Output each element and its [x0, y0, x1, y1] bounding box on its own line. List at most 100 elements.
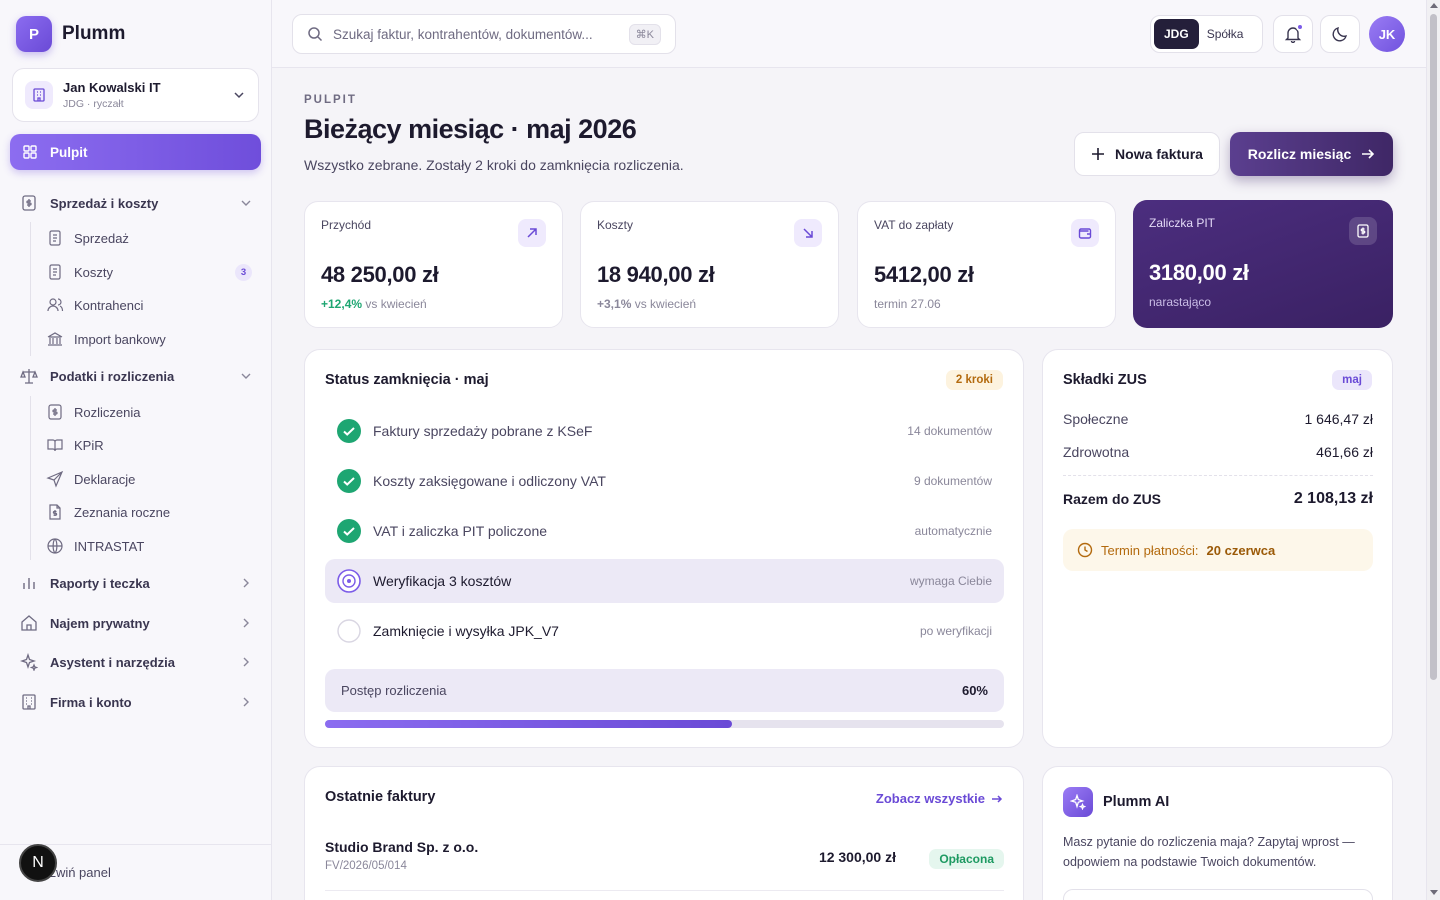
- notifications-button[interactable]: [1273, 15, 1313, 53]
- nav-group-taxes[interactable]: Podatki i rozliczenia: [20, 365, 252, 387]
- avatar[interactable]: JK: [1369, 16, 1405, 52]
- zus-row-label: Zdrowotna: [1063, 444, 1130, 460]
- toggle-jdg[interactable]: JDG: [1154, 19, 1199, 49]
- stat-value: 18 940,00 zł: [597, 262, 715, 287]
- nav-item-deklaracje[interactable]: Deklaracje: [46, 468, 252, 490]
- zus-row: Społeczne 1 646,47 zł: [1063, 411, 1373, 427]
- nav-item-label: Import bankowy: [74, 331, 166, 347]
- nav-item-label: Zeznania roczne: [74, 504, 171, 520]
- search-input[interactable]: [333, 26, 619, 42]
- stat-label: VAT do zapłaty: [874, 218, 954, 232]
- nav-item-label: Rozliczenia: [74, 404, 141, 420]
- zus-total: Razem do ZUS 2 108,13 zł: [1063, 490, 1373, 508]
- stat-label: Zaliczka PIT: [1149, 216, 1216, 230]
- nav-group-company[interactable]: Firma i konto: [20, 691, 252, 713]
- ai-description: Masz pytanie do rozliczenia maja? Zapyta…: [1063, 835, 1355, 869]
- company-switcher[interactable]: Jan Kowalski IT JDG · ryczałt: [12, 68, 259, 122]
- closing-step[interactable]: Faktury sprzedaży pobrane z KSeF 14 doku…: [325, 409, 1004, 453]
- stat-card-pit[interactable]: Zaliczka PIT 3180,00 zł narastająco: [1133, 200, 1393, 328]
- stat-delta: +3,1%: [597, 297, 632, 311]
- stat-delta: +12,4%: [321, 297, 363, 311]
- theme-toggle-button[interactable]: [1320, 15, 1360, 53]
- invoice-row[interactable]: Studio Brand Sp. z o.o. FV/2026/05/014 1…: [325, 839, 1004, 891]
- collapse-panel-button[interactable]: Zwiń panel: [0, 844, 271, 900]
- sparkles-icon: [1063, 787, 1093, 817]
- step-label: Koszty zaksięgowane i odliczony VAT: [373, 473, 606, 489]
- nav-item-label: Sprzedaż: [74, 230, 129, 246]
- step-note: po weryfikacji: [919, 624, 992, 638]
- scroll-down-arrow[interactable]: [1430, 890, 1438, 895]
- ai-question-input[interactable]: [1063, 889, 1373, 900]
- scale-icon: [20, 369, 38, 384]
- nav-item-kontrahenci[interactable]: Kontrahenci: [46, 294, 252, 316]
- building-icon: [22, 694, 36, 710]
- nav-item-label: INTRASTAT: [74, 538, 145, 554]
- nav-group-rental[interactable]: Najem prywatny: [20, 612, 252, 634]
- stat-card-costs[interactable]: Koszty 18 940,00 zł +3,1% vs kwiecień: [580, 201, 839, 328]
- zus-total-label: Razem do ZUS: [1063, 491, 1162, 507]
- see-all-link[interactable]: Zobacz wszystkie: [876, 791, 1003, 806]
- invoice-amount: 12 300,00 zł: [818, 849, 896, 865]
- closing-step[interactable]: Zamknięcie i wysyłka JPK_V7 po weryfikac…: [325, 609, 1004, 653]
- grid-icon: [23, 145, 37, 159]
- stat-card-vat[interactable]: VAT do zapłaty 5412,00 zł termin 27.06: [857, 201, 1116, 328]
- closing-step[interactable]: VAT i zaliczka PIT policzone automatyczn…: [325, 509, 1004, 553]
- search-icon: [308, 27, 323, 42]
- chevron-down-icon: [241, 200, 251, 206]
- settle-month-button[interactable]: Rozlicz miesiąc: [1230, 132, 1393, 176]
- nav-group-reports[interactable]: Raporty i teczka: [20, 572, 252, 594]
- stat-card-revenue[interactable]: Przychód 48 250,00 zł +12,4% vs kwiecień: [304, 201, 563, 328]
- step-note: 9 dokumentów: [913, 474, 992, 488]
- nav-item-sprzedaz[interactable]: Sprzedaż: [46, 227, 252, 249]
- collapse-label: Zwiń panel: [48, 865, 111, 880]
- progress-summary: Postęp rozliczenia 60%: [325, 669, 1004, 712]
- send-icon: [46, 470, 64, 488]
- scroll-up-arrow[interactable]: [1430, 3, 1438, 8]
- nav-group-label: Podatki i rozliczenia: [50, 368, 175, 384]
- users-icon: [47, 298, 64, 312]
- nav-item-rozliczenia[interactable]: Rozliczenia: [46, 401, 252, 423]
- document-icon: [49, 264, 61, 280]
- radio-target-icon: [337, 569, 361, 593]
- nav-group-sales[interactable]: Sprzedaż i koszty: [20, 192, 252, 214]
- ai-title: Plumm AI: [1103, 794, 1170, 810]
- stat-label: Przychód: [321, 218, 372, 232]
- nav-item-zeznania[interactable]: Zeznania roczne: [46, 501, 252, 523]
- new-invoice-button[interactable]: Nowa faktura: [1074, 132, 1220, 176]
- progress-value: 60%: [961, 683, 988, 698]
- check-circle-icon: [337, 419, 361, 443]
- closing-step[interactable]: Koszty zaksięgowane i odliczony VAT 9 do…: [325, 459, 1004, 503]
- submenu-line: [30, 396, 31, 560]
- nav-item-intrastat[interactable]: INTRASTAT: [46, 535, 252, 557]
- ai-assistant-panel: Plumm AI Masz pytanie do rozliczenia maj…: [1042, 766, 1393, 900]
- nav-item-pulpit[interactable]: Pulpit: [10, 134, 261, 170]
- nav-item-label: Pulpit: [50, 144, 88, 160]
- chevron-down-icon: [234, 92, 244, 99]
- home-icon: [21, 615, 37, 631]
- chevron-right-icon: [243, 618, 249, 628]
- scrollbar[interactable]: [1426, 0, 1440, 900]
- closing-step-active[interactable]: Weryfikacja 3 kosztów wymaga Ciebie: [325, 559, 1004, 603]
- search-box[interactable]: ⌘K: [292, 14, 676, 54]
- nav-item-koszty[interactable]: Koszty 3: [46, 261, 252, 283]
- arrow-up-right-icon: [518, 219, 546, 247]
- chevron-right-icon: [243, 657, 249, 667]
- nav-group-label: Asystent i narzędzia: [50, 654, 175, 670]
- toggle-spolka[interactable]: Spółka: [1206, 27, 1244, 41]
- panel-title: Ostatnie faktury: [325, 789, 436, 805]
- nav-item-import[interactable]: Import bankowy: [46, 328, 252, 350]
- scroll-thumb[interactable]: [1430, 14, 1437, 680]
- check-circle-icon: [337, 519, 361, 543]
- stat-label: Koszty: [597, 218, 634, 232]
- nav-item-label: Kontrahenci: [74, 297, 144, 313]
- nav-item-kpir[interactable]: KPiR: [46, 434, 252, 456]
- nav-group-assistant[interactable]: Asystent i narzędzia: [20, 651, 252, 673]
- company-subtitle: JDG · ryczałt: [63, 98, 124, 110]
- count-badge: 3: [235, 263, 252, 281]
- link-label: Zobacz wszystkie: [875, 791, 985, 806]
- nav-group-label: Raporty i teczka: [50, 575, 150, 591]
- next-dev-badge[interactable]: N: [19, 844, 57, 882]
- entity-toggle[interactable]: JDG Spółka: [1150, 15, 1263, 53]
- zus-row-value: 461,66 zł: [1316, 444, 1373, 460]
- brand[interactable]: P Plumm: [16, 16, 125, 52]
